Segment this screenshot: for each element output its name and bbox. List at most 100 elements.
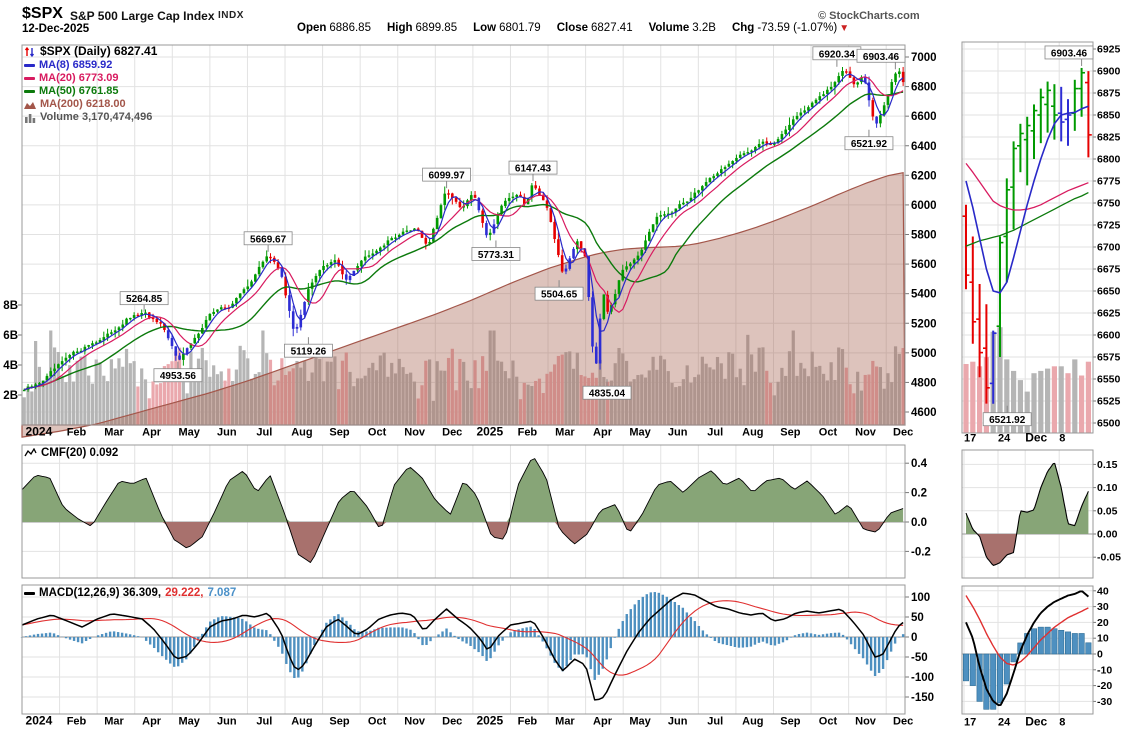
quote-change: Chg -73.59 (-1.07%) ▼ — [731, 22, 850, 34]
ma20-swatch-icon — [24, 77, 35, 80]
svg-text:6600: 6600 — [1097, 330, 1121, 342]
svg-text:6675: 6675 — [1097, 264, 1121, 276]
svg-text:0.10: 0.10 — [1097, 482, 1118, 494]
quote-date: 12-Dec-2025 — [22, 23, 90, 35]
svg-text:Jun: Jun — [217, 427, 237, 439]
svg-text:-10: -10 — [1097, 664, 1112, 676]
legend-ma20: MA(20) 6773.09 — [24, 72, 157, 85]
svg-text:6550: 6550 — [1097, 374, 1121, 386]
svg-text:Apr: Apr — [593, 716, 613, 728]
svg-text:Nov: Nov — [404, 427, 426, 439]
svg-text:5264.85: 5264.85 — [126, 294, 163, 305]
svg-text:May: May — [629, 427, 651, 439]
svg-text:Apr: Apr — [142, 716, 162, 728]
svg-text:17: 17 — [964, 433, 976, 445]
svg-text:0.4: 0.4 — [911, 458, 928, 470]
down-arrow-icon: ▼ — [839, 23, 850, 34]
svg-text:0.00: 0.00 — [1097, 529, 1118, 541]
quote-close: Close 6827.41 — [556, 22, 633, 34]
svg-text:-30: -30 — [1097, 696, 1112, 708]
svg-text:6800: 6800 — [911, 82, 937, 94]
mini-macd-pane: 40 30 20 10 0 -10 -20 -30 — [961, 585, 1112, 715]
svg-text:6900: 6900 — [1097, 66, 1121, 78]
svg-text:6825: 6825 — [1097, 132, 1121, 144]
svg-text:4953.56: 4953.56 — [160, 371, 197, 382]
svg-text:5400: 5400 — [911, 289, 937, 301]
svg-text:7000: 7000 — [911, 52, 937, 64]
svg-text:5000: 5000 — [911, 348, 937, 360]
quote-low: Low 6801.79 — [473, 22, 541, 34]
svg-text:6B: 6B — [3, 330, 18, 342]
svg-text:May: May — [629, 716, 651, 728]
ma200-area-icon — [24, 101, 36, 109]
svg-text:Sep: Sep — [329, 716, 349, 728]
svg-text:8: 8 — [1059, 717, 1065, 729]
legend-ma200: MA(200) 6218.00 — [24, 98, 157, 111]
svg-text:5119.26: 5119.26 — [291, 347, 327, 358]
svg-text:Oct: Oct — [368, 716, 387, 728]
price-plot-icon — [24, 46, 35, 57]
svg-text:6575: 6575 — [1097, 352, 1121, 364]
svg-text:0: 0 — [911, 632, 917, 644]
ma8-swatch-icon — [24, 64, 35, 67]
mini-cmf-pane: 0.15 0.10 0.05 0.00 -0.05 — [961, 449, 1121, 579]
svg-text:-0.2: -0.2 — [911, 546, 931, 558]
svg-text:Apr: Apr — [142, 427, 162, 439]
svg-text:6200: 6200 — [911, 170, 937, 182]
svg-text:10: 10 — [1097, 633, 1109, 645]
svg-text:6903.46: 6903.46 — [863, 52, 900, 63]
ma-lines — [24, 73, 904, 391]
svg-text:Feb: Feb — [518, 716, 538, 728]
svg-text:Dec: Dec — [442, 716, 462, 728]
svg-text:0.0: 0.0 — [911, 517, 927, 529]
svg-text:Jun: Jun — [668, 716, 688, 728]
svg-text:6521.92: 6521.92 — [989, 415, 1026, 426]
svg-text:6147.43: 6147.43 — [515, 164, 552, 175]
svg-text:-50: -50 — [911, 652, 928, 664]
svg-text:2B: 2B — [3, 390, 18, 402]
svg-text:Apr: Apr — [593, 427, 613, 439]
svg-text:Nov: Nov — [855, 427, 877, 439]
svg-text:Jun: Jun — [668, 427, 688, 439]
svg-text:Aug: Aug — [742, 716, 763, 728]
legend-ma50: MA(50) 6761.85 — [24, 85, 157, 98]
symbol-name: S&P 500 Large Cap Index — [70, 9, 215, 23]
svg-text:5773.31: 5773.31 — [478, 250, 515, 261]
symbol-exchange: INDX — [218, 10, 244, 21]
svg-text:-150: -150 — [911, 692, 934, 704]
svg-text:5800: 5800 — [911, 230, 937, 242]
svg-text:Aug: Aug — [291, 427, 312, 439]
svg-text:0.05: 0.05 — [1097, 505, 1118, 517]
svg-text:2025: 2025 — [476, 714, 503, 728]
svg-text:Jul: Jul — [256, 716, 272, 728]
svg-text:-100: -100 — [911, 672, 934, 684]
svg-text:4835.04: 4835.04 — [589, 389, 626, 400]
svg-text:6400: 6400 — [911, 141, 937, 153]
svg-text:Sep: Sep — [780, 427, 800, 439]
svg-text:Sep: Sep — [329, 427, 349, 439]
svg-text:May: May — [179, 716, 201, 728]
svg-text:8B: 8B — [3, 300, 18, 312]
svg-text:4800: 4800 — [911, 377, 937, 389]
svg-text:Oct: Oct — [819, 427, 838, 439]
quote-high: High 6899.85 — [386, 22, 458, 34]
svg-text:6625: 6625 — [1097, 308, 1121, 320]
cmf-pane — [21, 458, 905, 563]
svg-text:6525: 6525 — [1097, 396, 1121, 408]
svg-text:Oct: Oct — [819, 716, 838, 728]
svg-text:2024: 2024 — [26, 425, 53, 439]
cmf-zigzag-icon — [24, 448, 37, 457]
svg-text:2025: 2025 — [476, 425, 503, 439]
quote-open: Open 6886.85 — [297, 22, 371, 34]
svg-text:6099.97: 6099.97 — [429, 171, 466, 182]
svg-text:6000: 6000 — [911, 200, 937, 212]
svg-text:Mar: Mar — [555, 716, 575, 728]
svg-text:Feb: Feb — [67, 427, 87, 439]
svg-text:0.2: 0.2 — [911, 488, 927, 500]
svg-text:Dec: Dec — [893, 716, 913, 728]
svg-text:6850: 6850 — [1097, 110, 1121, 122]
svg-text:30: 30 — [1097, 601, 1109, 613]
svg-text:6775: 6775 — [1097, 176, 1121, 188]
